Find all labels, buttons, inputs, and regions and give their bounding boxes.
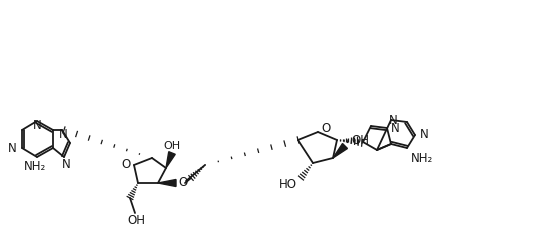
Text: O: O <box>122 159 131 172</box>
Text: NH₂: NH₂ <box>24 161 46 174</box>
Text: N: N <box>389 114 397 127</box>
Text: N: N <box>62 159 70 172</box>
Text: O: O <box>178 177 188 189</box>
Text: NH₂: NH₂ <box>411 151 433 165</box>
Text: N: N <box>391 122 400 134</box>
Text: N: N <box>59 128 67 141</box>
Text: OH: OH <box>164 141 180 151</box>
Text: N: N <box>420 128 429 141</box>
Text: OH: OH <box>351 133 369 146</box>
Text: HO: HO <box>279 179 297 191</box>
Polygon shape <box>333 143 347 158</box>
Text: N: N <box>33 119 41 132</box>
Polygon shape <box>158 180 176 187</box>
Text: N: N <box>8 141 17 154</box>
Text: O: O <box>321 122 330 134</box>
Polygon shape <box>166 152 175 168</box>
Text: OH: OH <box>127 213 145 227</box>
